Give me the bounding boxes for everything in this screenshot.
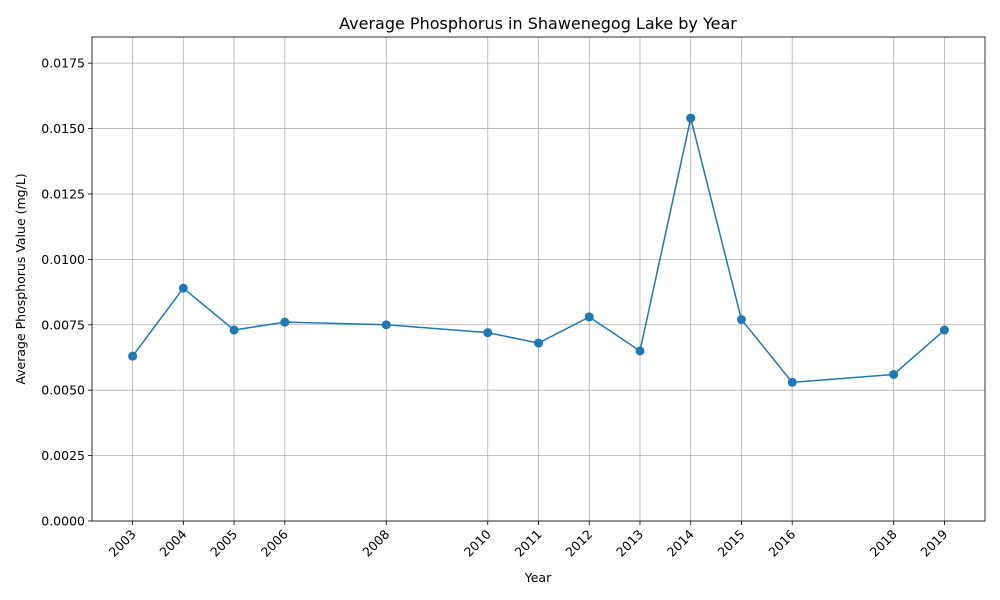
data-point	[483, 328, 493, 338]
data-point	[736, 315, 746, 325]
x-tick-label: 2018	[867, 526, 900, 559]
x-tick-label: 2003	[106, 527, 139, 560]
data-point	[889, 369, 899, 379]
series	[128, 113, 949, 387]
data-point	[178, 283, 188, 293]
data-point	[584, 312, 594, 322]
x-tick-label: 2004	[156, 526, 189, 559]
x-tick-label: 2016	[765, 526, 798, 559]
x-tick-label: 2008	[359, 526, 392, 559]
data-point	[128, 351, 138, 361]
x-tick-label: 2011	[512, 527, 545, 560]
y-tick-label: 0.0125	[41, 186, 85, 201]
data-point	[939, 325, 949, 335]
y-tick-label: 0.0000	[41, 514, 85, 529]
data-point	[787, 377, 797, 387]
data-point	[280, 317, 290, 327]
ticks: 0.0000 0.0025 0.0050 0.0075 0.0100 0.0125 0.01…	[41, 56, 950, 560]
data-point	[534, 338, 543, 348]
grid	[92, 37, 985, 522]
y-tick-label: 0.0075	[41, 317, 85, 332]
y-tick-label: 0.0050	[41, 383, 85, 398]
chart-title: Average Phosphorus in Shawenegog Lake by…	[339, 14, 737, 33]
y-tick-label: 0.0025	[41, 448, 85, 463]
x-tick-label: 2010	[461, 526, 494, 559]
data-point	[229, 325, 239, 335]
data-point	[686, 113, 696, 123]
data-point	[635, 346, 645, 356]
data-point	[381, 320, 391, 330]
x-tick-label: 2006	[258, 526, 291, 559]
x-tick-label: 2005	[207, 527, 240, 560]
y-tick-label: 0.0175	[41, 56, 85, 71]
x-tick-label: 2014	[664, 526, 697, 559]
y-tick-label: 0.0150	[41, 121, 85, 136]
x-tick-label: 2019	[917, 526, 950, 559]
x-tick-label: 2013	[613, 527, 646, 560]
x-tick-label: 2015	[714, 527, 747, 560]
y-tick-label: 0.0100	[41, 252, 85, 267]
x-axis-label: Year	[524, 570, 552, 585]
y-axis-label: Average Phosphorus Value (mg/L)	[13, 173, 28, 384]
x-tick-label: 2012	[562, 527, 595, 560]
series-line	[131, 117, 945, 384]
